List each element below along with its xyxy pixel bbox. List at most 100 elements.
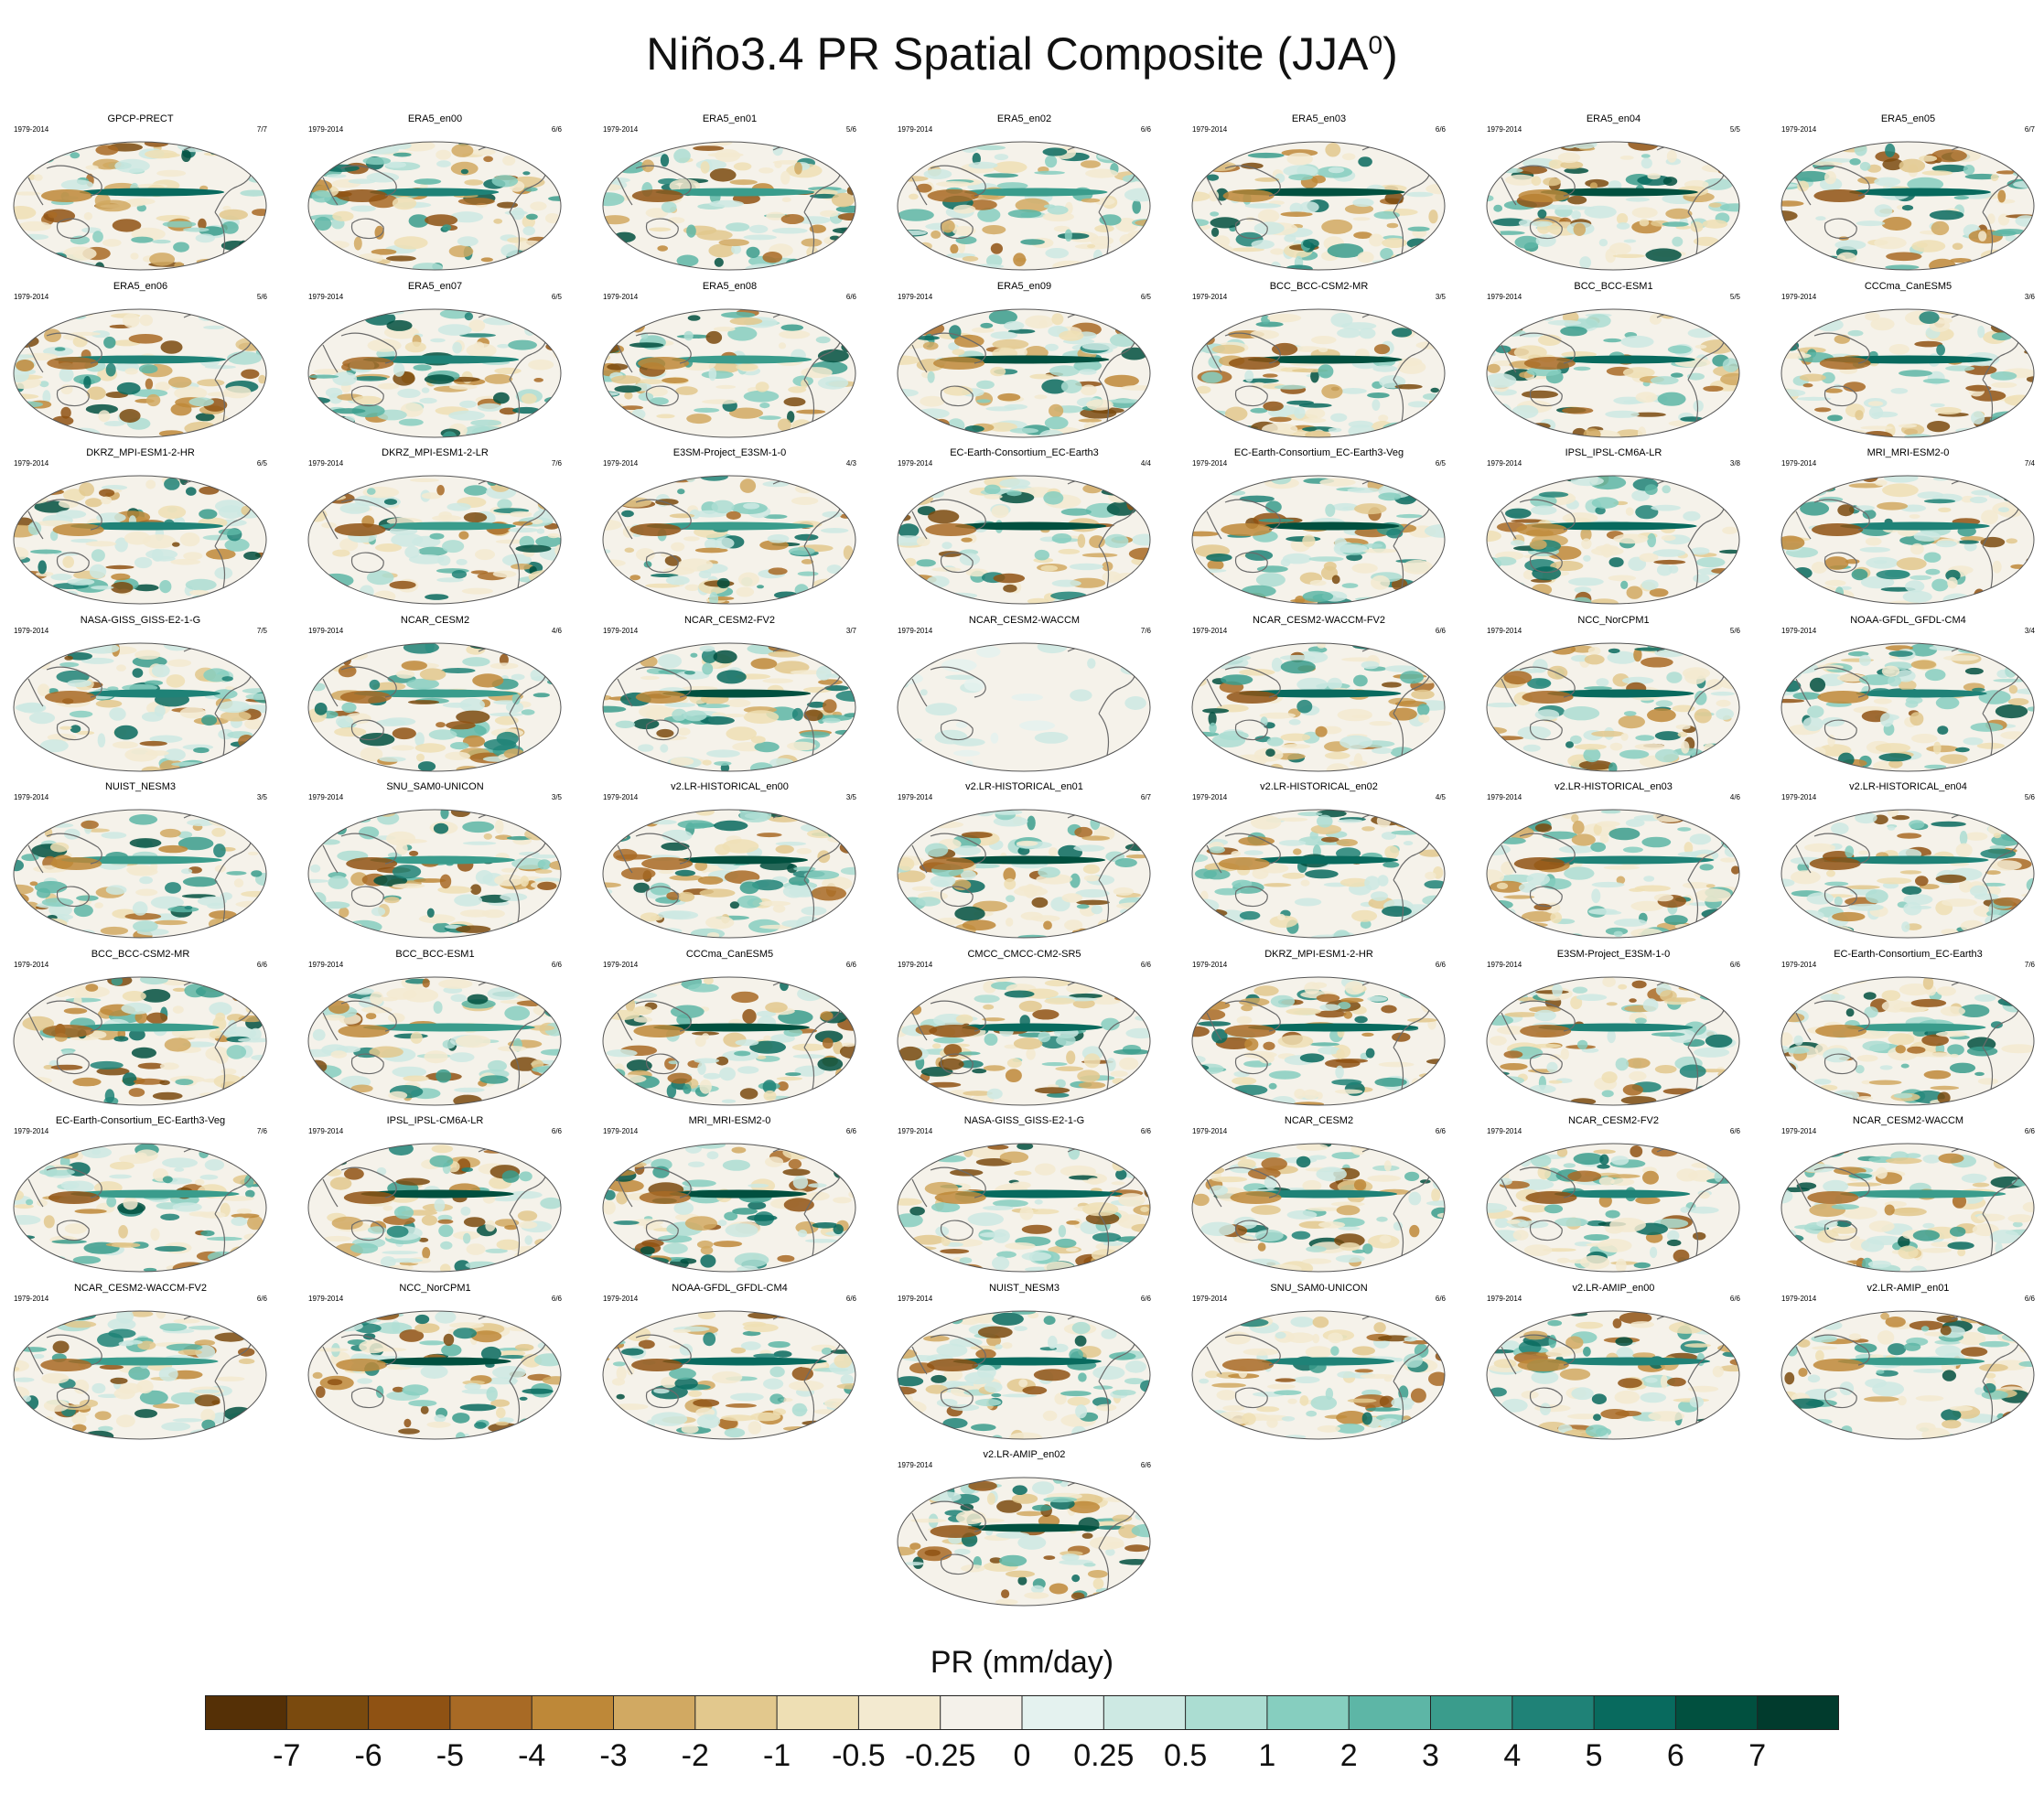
panel-title: NCAR_CESM2-WACCM-FV2	[73, 1283, 208, 1294]
panel-period: 1979-2014	[308, 627, 344, 635]
world-map	[897, 141, 1151, 271]
world-map	[897, 1143, 1151, 1273]
panel-period: 1979-2014	[898, 1127, 933, 1135]
panel-title: v2.LR-HISTORICAL_en01	[965, 781, 1083, 792]
panel-period: 1979-2014	[1192, 1127, 1228, 1135]
panel-title: ERA5_en09	[996, 281, 1052, 292]
colorbar-swatch	[205, 1695, 287, 1730]
map-panel: IPSL_IPSL-CM6A-LR 1979-2014 6/6	[305, 1115, 565, 1278]
colorbar-swatch	[940, 1695, 1023, 1730]
panel-period: 1979-2014	[898, 293, 933, 301]
panel-event-count: 6/6	[845, 293, 856, 301]
colorbar-tick-label: -1	[762, 1738, 791, 1773]
map-panel: SNU_SAM0-UNICON 1979-2014 6/6	[1189, 1283, 1449, 1446]
colorbar-tick-label: 3	[1422, 1738, 1439, 1773]
panel-period: 1979-2014	[1487, 1127, 1522, 1135]
panel-period: 1979-2014	[1487, 627, 1522, 635]
colorbar-tick-label: 7	[1748, 1738, 1767, 1773]
map-panel: v2.LR-AMIP_en01 1979-2014 6/6	[1778, 1283, 2039, 1446]
map-panel: NCAR_CESM2-WACCM-FV2 1979-2014 6/6	[10, 1283, 271, 1446]
panel-event-count: 5/6	[1729, 627, 1740, 635]
panel-title: NASA-GISS_GISS-E2-1-G	[963, 1115, 1085, 1126]
world-map	[307, 976, 562, 1106]
panel-event-count: 6/5	[1435, 459, 1446, 468]
panel-title: BCC_BCC-CSM2-MR	[1269, 281, 1369, 292]
panel-event-count: 6/6	[1140, 1295, 1151, 1303]
world-map	[13, 642, 267, 772]
colorbar	[205, 1695, 1839, 1730]
map-panel: v2.LR-HISTORICAL_en00 1979-2014 3/5	[599, 781, 860, 944]
panel-title: EC-Earth-Consortium_EC-Earth3	[950, 447, 1099, 458]
panel-title: NCC_NorCPM1	[399, 1283, 471, 1294]
panel-event-count: 5/6	[2024, 793, 2035, 801]
panel-event-count: 3/4	[2024, 627, 2035, 635]
panel-period: 1979-2014	[1781, 1295, 1817, 1303]
panel-event-count: 3/7	[845, 627, 856, 635]
colorbar-swatch	[1594, 1695, 1676, 1730]
colorbar-swatch	[1266, 1695, 1350, 1730]
world-map	[602, 809, 856, 939]
panel-title: NUIST_NESM3	[104, 781, 177, 792]
colorbar-swatch	[1675, 1695, 1759, 1730]
panel-period: 1979-2014	[308, 961, 344, 969]
colorbar-swatch	[1022, 1695, 1104, 1730]
panel-period: 1979-2014	[1192, 459, 1228, 468]
panel-event-count: 6/6	[1140, 1127, 1151, 1135]
colorbar-swatch	[532, 1695, 614, 1730]
world-map	[307, 809, 562, 939]
panel-period: 1979-2014	[14, 125, 49, 134]
map-panel: NOAA-GFDL_GFDL-CM4 1979-2014 6/6	[599, 1283, 860, 1446]
panel-event-count: 5/5	[1729, 293, 1740, 301]
panel-title: ERA5_en04	[1586, 113, 1641, 124]
map-panel: v2.LR-AMIP_en02 1979-2014 6/6	[894, 1449, 1155, 1612]
panel-title: DKRZ_MPI-ESM1-2-LR	[382, 447, 489, 458]
world-map	[1780, 642, 2035, 772]
panel-period: 1979-2014	[1487, 459, 1522, 468]
panel-event-count: 3/8	[1729, 459, 1740, 468]
panel-period: 1979-2014	[603, 627, 639, 635]
panel-period: 1979-2014	[1192, 293, 1228, 301]
panel-event-count: 6/6	[1140, 1461, 1151, 1469]
world-map	[897, 475, 1151, 605]
world-map	[897, 1477, 1151, 1607]
panel-title: CMCC_CMCC-CM2-SR5	[967, 949, 1081, 960]
panel-title: NCAR_CESM2	[1284, 1115, 1354, 1126]
world-map	[602, 642, 856, 772]
map-panel: NOAA-GFDL_GFDL-CM4 1979-2014 3/4	[1778, 615, 2039, 778]
panel-event-count: 4/6	[1729, 793, 1740, 801]
colorbar-swatch	[449, 1695, 533, 1730]
world-map	[13, 1143, 267, 1273]
world-map	[13, 976, 267, 1106]
panel-event-count: 6/6	[1435, 961, 1446, 969]
panel-title: EC-Earth-Consortium_EC-Earth3-Veg	[55, 1115, 226, 1126]
panel-event-count: 6/5	[551, 293, 562, 301]
panel-period: 1979-2014	[14, 293, 49, 301]
panel-period: 1979-2014	[1192, 125, 1228, 134]
map-panel: IPSL_IPSL-CM6A-LR 1979-2014 3/8	[1483, 447, 1744, 610]
map-panel: EC-Earth-Consortium_EC-Earth3 1979-2014 4/…	[894, 447, 1155, 610]
panel-title: ERA5_en00	[407, 113, 463, 124]
panel-event-count: 6/6	[1435, 1127, 1446, 1135]
world-map	[1780, 1143, 2035, 1273]
colorbar-tick-label: -6	[354, 1738, 382, 1773]
panel-period: 1979-2014	[603, 293, 639, 301]
map-panel: DKRZ_MPI-ESM1-2-LR 1979-2014 7/6	[305, 447, 565, 610]
panel-period: 1979-2014	[1192, 627, 1228, 635]
panel-period: 1979-2014	[14, 1295, 49, 1303]
map-panel: v2.LR-HISTORICAL_en02 1979-2014 4/5	[1189, 781, 1449, 944]
panel-event-count: 5/5	[1729, 125, 1740, 134]
map-panel: NCAR_CESM2-FV2 1979-2014 6/6	[1483, 1115, 1744, 1278]
panel-title: SNU_SAM0-UNICON	[1270, 1283, 1368, 1294]
map-panel: E3SM-Project_E3SM-1-0 1979-2014 4/3	[599, 447, 860, 610]
world-map	[307, 475, 562, 605]
panel-title: NCAR_CESM2-FV2	[683, 615, 776, 626]
map-panel: NUIST_NESM3 1979-2014 6/6	[894, 1283, 1155, 1446]
panel-event-count: 6/6	[256, 1295, 267, 1303]
panel-event-count: 3/5	[1435, 293, 1446, 301]
colorbar-title: PR (mm/day)	[930, 1645, 1114, 1680]
map-panel: NCC_NorCPM1 1979-2014 5/6	[1483, 615, 1744, 778]
panel-period: 1979-2014	[1487, 125, 1522, 134]
colorbar-tick-label: 0	[1013, 1738, 1031, 1773]
panel-title: NCC_NorCPM1	[1577, 615, 1650, 626]
panel-event-count: 7/6	[256, 1127, 267, 1135]
